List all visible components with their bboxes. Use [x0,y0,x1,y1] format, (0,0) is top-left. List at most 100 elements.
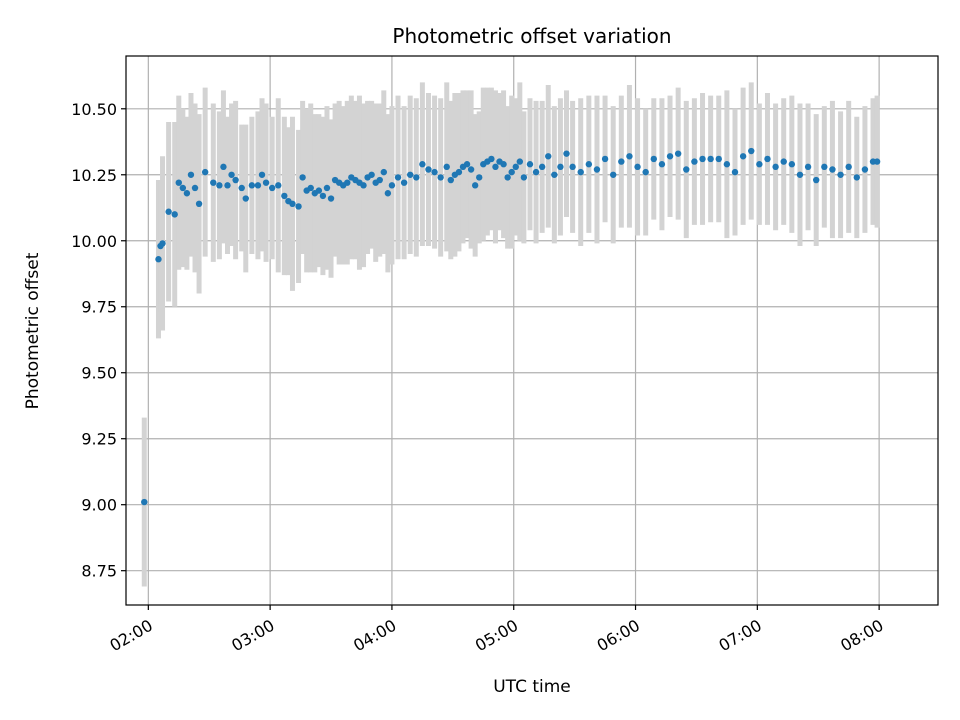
data-point [141,498,148,506]
data-point [344,179,351,186]
data-point [861,166,869,173]
y-tick-label: 9.00 [81,496,117,515]
data-point [845,163,852,171]
data-point [323,184,331,192]
data-point [394,174,402,181]
data-point [400,179,408,186]
data-point [853,174,860,181]
data-point [299,174,306,181]
data-point [159,240,166,247]
data-point [650,155,657,163]
data-point [626,153,633,160]
data-point [295,203,302,210]
data-point [488,155,495,163]
data-point [557,163,564,171]
data-point [262,179,270,186]
data-point [155,256,162,263]
y-axis-title: Photometric offset [23,252,43,409]
data-point [772,163,779,171]
y-tick-label: 10.00 [71,232,117,251]
data-point [756,161,763,168]
data-point [275,182,282,189]
data-point [585,161,593,168]
data-point [216,182,223,189]
data-point [407,171,414,178]
data-point [538,163,546,171]
data-point [873,158,881,165]
data-point [368,171,375,178]
data-point [674,150,682,157]
data-point [232,176,239,184]
data-point [512,163,519,171]
data-point [471,182,479,189]
data-point [380,168,388,176]
y-tick-label: 10.50 [71,100,117,119]
data-point [419,161,426,168]
data-point [224,182,231,189]
y-axis: 8.75 9.00 9.25 9.50 9.75 10.00 10.25 10.50 [71,100,126,581]
x-axis-title: UTC time [493,677,571,697]
data-point [780,158,787,165]
data-point [618,158,625,165]
data-point [476,174,483,181]
chart-title: Photometric offset variation [392,24,671,48]
data-point [447,176,454,184]
data-point [201,168,209,176]
data-point [327,195,335,202]
data-point [431,168,438,176]
data-point [388,182,396,189]
data-point [195,200,203,208]
data-point [601,155,609,163]
data-point [187,171,195,178]
data-point [242,195,249,202]
data-point [739,153,747,160]
data-point [413,174,420,181]
data-point [748,147,755,155]
y-tick-label: 9.25 [81,430,117,449]
data-point [642,168,649,176]
data-point [813,176,820,184]
data-point [610,171,617,178]
y-tick-label: 8.75 [81,562,117,581]
data-point [504,174,511,181]
data-point [545,153,552,160]
data-point [183,190,191,197]
data-point [551,171,558,178]
data-point [315,187,323,194]
data-point [796,171,804,178]
y-tick-label: 9.75 [81,298,117,317]
data-points [141,147,881,506]
data-point [268,184,276,192]
y-tick-label: 9.50 [81,364,117,383]
data-point [516,158,524,165]
data-point [165,208,172,215]
data-point [455,168,463,176]
data-point [837,171,844,178]
data-point [437,174,444,181]
data-point [500,161,507,168]
data-point [384,190,392,197]
data-point [569,163,576,171]
data-point [360,182,367,189]
data-point [254,182,262,189]
data-point [443,163,450,171]
data-point [210,179,217,186]
data-point [463,161,471,168]
data-point [532,168,540,176]
data-point [289,200,296,208]
data-point [508,168,515,176]
data-point [238,184,245,192]
data-point [248,182,256,189]
data-point [707,155,714,163]
data-point [171,211,178,218]
data-point [307,184,314,192]
data-point [821,163,828,171]
y-tick-label: 10.25 [71,166,117,185]
data-point [593,166,601,173]
data-point [715,155,722,163]
data-point [319,192,327,200]
plot-frame [125,55,939,606]
data-point [467,166,475,173]
data-point [220,163,227,171]
